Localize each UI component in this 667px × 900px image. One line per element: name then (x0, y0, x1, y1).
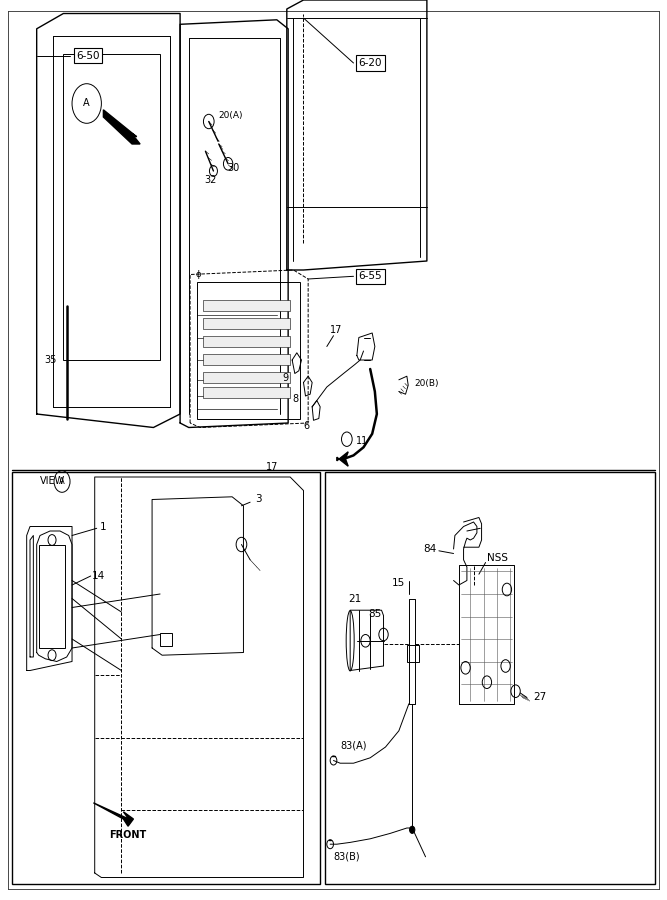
Text: 1: 1 (100, 521, 107, 532)
Text: 20(A): 20(A) (219, 111, 243, 120)
Text: 14: 14 (92, 571, 105, 581)
Text: 6: 6 (303, 420, 309, 431)
Bar (203, 300, 290, 310)
Text: 6-20: 6-20 (358, 58, 382, 68)
Text: 6-55: 6-55 (358, 271, 382, 282)
Text: 27: 27 (534, 692, 547, 703)
Bar (12, 472, 320, 884)
Text: A: A (83, 98, 90, 109)
Bar (160, 633, 172, 646)
Text: 17: 17 (266, 462, 278, 472)
Bar (203, 387, 290, 398)
Bar (203, 318, 290, 328)
Polygon shape (103, 110, 140, 144)
Circle shape (410, 826, 415, 833)
Bar (407, 645, 419, 662)
Text: 30: 30 (227, 163, 239, 174)
Text: 3: 3 (255, 494, 262, 505)
Text: 9: 9 (282, 373, 289, 383)
Text: 21: 21 (348, 593, 362, 604)
Text: 83(B): 83(B) (334, 851, 360, 862)
Bar (197, 282, 300, 418)
Text: 35: 35 (44, 355, 57, 365)
Text: 83(A): 83(A) (340, 740, 367, 751)
Text: 17: 17 (330, 325, 342, 336)
Text: NSS: NSS (487, 553, 508, 563)
Text: 15: 15 (392, 578, 406, 589)
Text: 20(B): 20(B) (414, 379, 439, 388)
Text: FRONT: FRONT (109, 830, 147, 841)
Bar (39, 544, 65, 648)
Polygon shape (337, 452, 348, 466)
Text: A: A (59, 477, 65, 486)
Text: 6-50: 6-50 (76, 50, 100, 61)
Text: ϕ: ϕ (195, 270, 201, 279)
Text: 84: 84 (424, 544, 437, 554)
Bar (63, 54, 160, 360)
Bar (203, 336, 290, 346)
Text: VIEW: VIEW (40, 476, 65, 487)
Text: 85: 85 (368, 608, 382, 619)
Bar (203, 372, 290, 382)
Polygon shape (93, 803, 133, 826)
Bar (325, 472, 655, 884)
Text: 11: 11 (356, 436, 368, 446)
Text: 32: 32 (204, 175, 216, 185)
Bar (203, 354, 290, 364)
Text: 8: 8 (292, 393, 299, 404)
